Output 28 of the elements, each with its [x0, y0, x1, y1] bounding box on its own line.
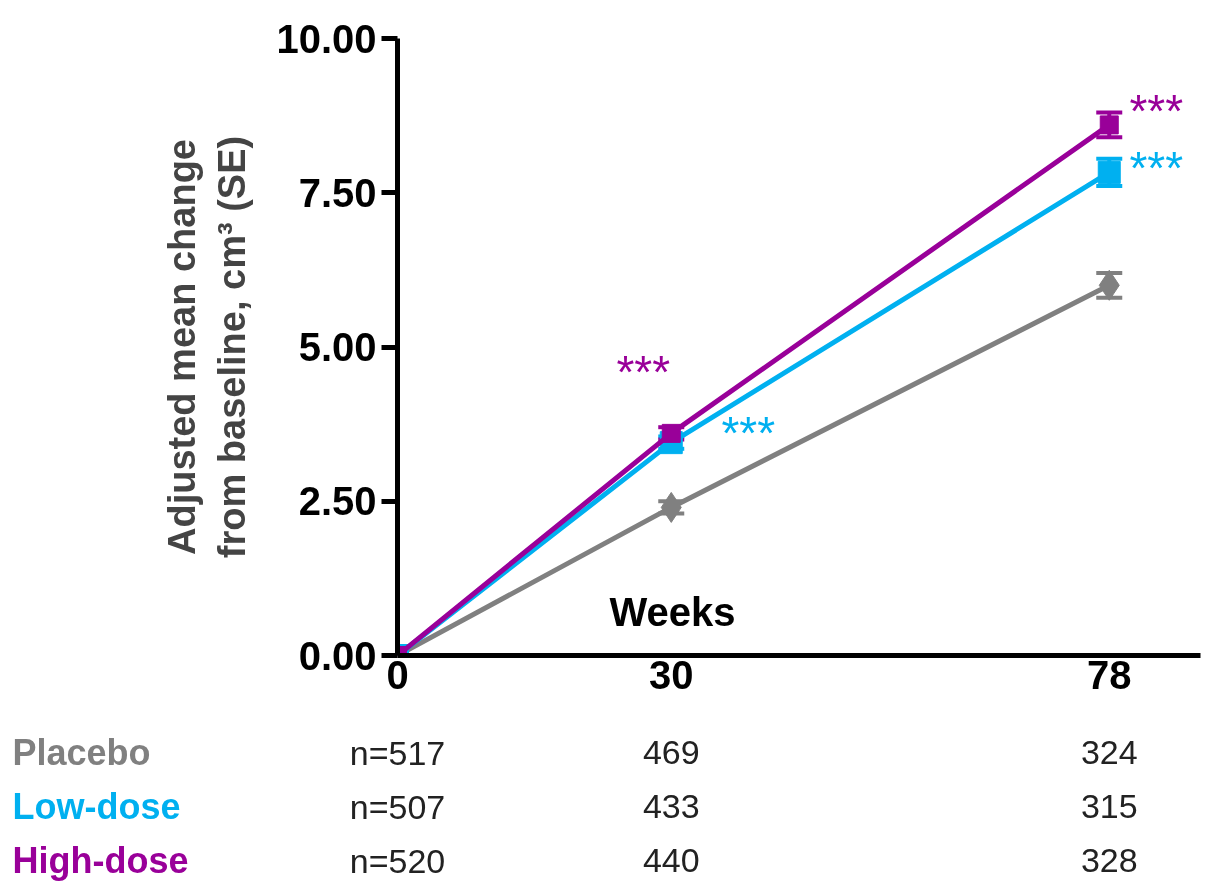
text: High-dose [12, 840, 189, 881]
x-axis-title: Weeks [609, 589, 736, 634]
annotation: *** [1129, 142, 1184, 195]
text: 324 [1080, 733, 1138, 771]
text: n=507 [349, 787, 446, 826]
y-tick-label: 2.50 [298, 479, 377, 524]
text: 440 [642, 841, 700, 879]
x-tick-label: 78 [1087, 652, 1132, 697]
annotation: *** [721, 406, 776, 459]
y-tick-label: 5.00 [298, 325, 377, 369]
y-tick-label: 0.00 [298, 633, 377, 678]
text: n=520 [349, 841, 446, 880]
text: Low-dose [12, 786, 181, 827]
text: 469 [642, 733, 700, 771]
point [661, 423, 681, 443]
annotation: *** [616, 346, 671, 399]
text: 433 [642, 787, 700, 825]
annotation: *** [1129, 84, 1184, 137]
text: 315 [1080, 787, 1138, 825]
x-tick-label: 30 [649, 652, 694, 697]
text: Placebo [12, 732, 151, 773]
text: 328 [1080, 841, 1138, 879]
point [1099, 115, 1119, 135]
y-axis-title: Adjusted mean change from baseline, cm³ (SE) [161, 135, 254, 559]
text: n=517 [349, 733, 446, 772]
x-tick-label: 0 [386, 652, 409, 697]
y-tick-label: 10.00 [276, 16, 377, 61]
y-tick-label: 7.50 [298, 170, 377, 215]
